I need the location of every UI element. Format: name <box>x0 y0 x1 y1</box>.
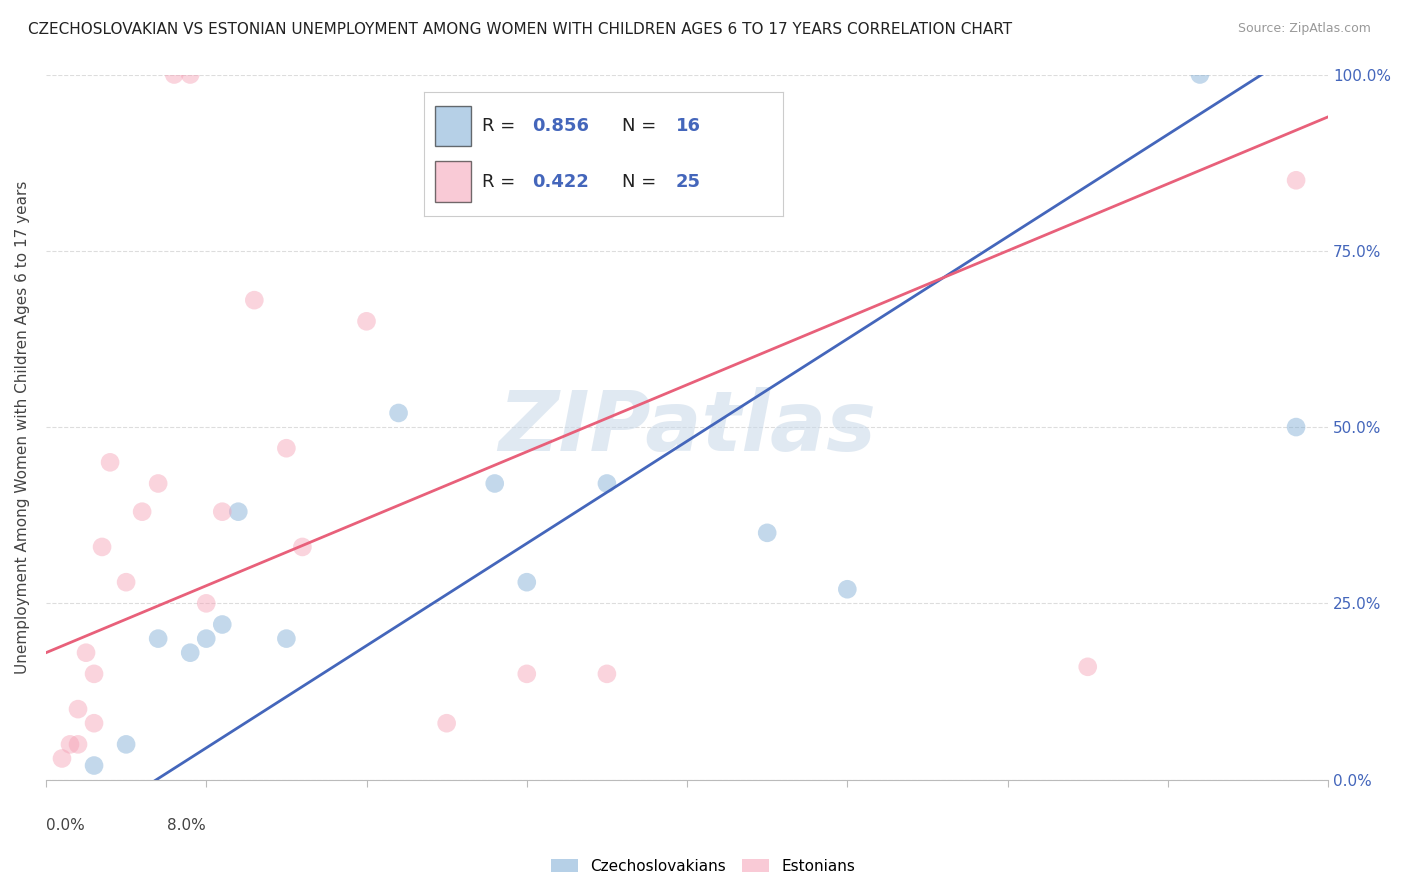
Text: 8.0%: 8.0% <box>167 818 207 833</box>
Point <box>226 505 249 519</box>
Point <box>131 505 153 519</box>
Text: ZIPatlas: ZIPatlas <box>498 386 876 467</box>
Text: 0.0%: 0.0% <box>46 818 84 833</box>
Point <box>179 68 201 82</box>
Point <box>516 666 538 681</box>
Point <box>98 455 121 469</box>
Point <box>146 476 169 491</box>
Text: CZECHOSLOVAKIAN VS ESTONIAN UNEMPLOYMENT AMONG WOMEN WITH CHILDREN AGES 6 TO 17 : CZECHOSLOVAKIAN VS ESTONIAN UNEMPLOYMENT… <box>28 22 1012 37</box>
Point <box>91 540 114 554</box>
Point <box>115 575 138 590</box>
Point <box>83 758 105 772</box>
Point <box>356 314 378 328</box>
Point <box>1285 420 1308 434</box>
Point <box>596 666 619 681</box>
Point <box>59 737 82 751</box>
Point <box>195 632 218 646</box>
Point <box>1188 68 1211 82</box>
Legend: Czechoslovakians, Estonians: Czechoslovakians, Estonians <box>544 853 862 880</box>
Point <box>66 737 89 751</box>
Point <box>146 632 169 646</box>
Point <box>596 476 619 491</box>
Point <box>484 476 506 491</box>
Text: Source: ZipAtlas.com: Source: ZipAtlas.com <box>1237 22 1371 36</box>
Point <box>66 702 89 716</box>
Point <box>83 666 105 681</box>
Point <box>163 68 186 82</box>
Point <box>83 716 105 731</box>
Point <box>115 737 138 751</box>
Point <box>276 441 298 455</box>
Point <box>1077 660 1099 674</box>
Point <box>51 751 73 765</box>
Point <box>276 632 298 646</box>
Point <box>756 525 779 540</box>
Point <box>1285 173 1308 187</box>
Point <box>387 406 409 420</box>
Point <box>243 293 266 307</box>
Point <box>179 646 201 660</box>
Point <box>291 540 314 554</box>
Point <box>195 596 218 610</box>
Y-axis label: Unemployment Among Women with Children Ages 6 to 17 years: Unemployment Among Women with Children A… <box>15 180 30 673</box>
Point <box>516 575 538 590</box>
Point <box>837 582 859 597</box>
Point <box>211 505 233 519</box>
Point <box>75 646 97 660</box>
Point <box>436 716 458 731</box>
Point <box>211 617 233 632</box>
